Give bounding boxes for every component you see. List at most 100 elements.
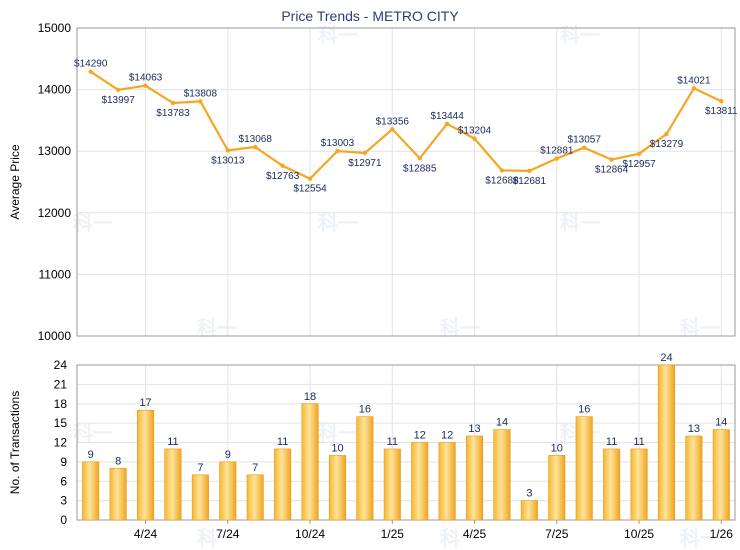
- price-data-label: $12957: [622, 159, 656, 170]
- x-tick-label: 7/24: [216, 527, 240, 541]
- watermark-text: 科一: [318, 23, 358, 47]
- transactions-bar-label: 10: [331, 442, 343, 454]
- transactions-y-tick-label: 3: [60, 494, 67, 508]
- x-tick-label: 7/25: [545, 527, 569, 541]
- watermark-text: 科一: [560, 211, 600, 235]
- transactions-bar: [137, 409, 155, 521]
- watermark-text: 科一: [318, 211, 358, 235]
- price-point: [198, 99, 203, 104]
- price-data-label: $13013: [211, 155, 245, 166]
- price-data-label: $12554: [293, 184, 327, 195]
- transactions-bar-label: 18: [304, 391, 316, 403]
- price-y-tick-label: 15000: [38, 21, 72, 35]
- price-line-panel: 科一科一科一科一科一科一科一科一科一科一科一科一科一科一100001100012…: [8, 21, 738, 550]
- price-y-tick-label: 13000: [38, 144, 72, 158]
- watermark-text: 科一: [318, 421, 358, 445]
- price-point: [225, 148, 230, 153]
- watermark-text: 科一: [680, 526, 720, 550]
- price-data-label: $13444: [430, 111, 464, 122]
- x-tick-label: 10/25: [624, 527, 654, 541]
- price-point: [143, 83, 148, 88]
- price-data-label: $13003: [321, 138, 355, 149]
- price-data-label: $14290: [74, 59, 108, 70]
- chart-title: Price Trends - METRO CITY: [281, 8, 459, 24]
- price-point: [444, 121, 450, 127]
- price-point: [280, 163, 285, 168]
- price-point: [609, 157, 614, 162]
- transactions-y-tick-label: 12: [54, 436, 68, 450]
- transactions-bar-label: 12: [441, 430, 453, 442]
- transactions-bar-label: 12: [414, 430, 426, 442]
- price-data-label: $12681: [513, 176, 547, 187]
- transactions-bar: [493, 429, 511, 521]
- price-point: [362, 150, 368, 156]
- price-data-label: $13783: [156, 108, 190, 119]
- price-data-label: $13997: [101, 95, 135, 106]
- transactions-bar-label: 10: [551, 442, 563, 454]
- transactions-bar: [548, 455, 566, 521]
- top-plot-frame: [76, 27, 736, 337]
- price-point: [170, 100, 176, 106]
- price-point: [636, 151, 642, 157]
- transactions-y-tick-label: 0: [60, 513, 67, 527]
- transactions-y-axis-label: No. of Transactions: [8, 391, 22, 494]
- price-point: [719, 99, 724, 104]
- transactions-bar: [191, 474, 209, 521]
- transactions-y-tick-label: 9: [60, 455, 67, 469]
- transactions-bar-label: 11: [633, 436, 644, 448]
- watermark-text: 科一: [560, 23, 600, 47]
- transactions-bar: [712, 429, 730, 521]
- x-tick-label: 4/24: [134, 527, 158, 541]
- transactions-bar-label: 9: [88, 449, 94, 461]
- transactions-bar: [685, 435, 703, 521]
- transactions-bar-label: 17: [139, 397, 151, 409]
- transactions-bar: [383, 448, 401, 521]
- transactions-bar: [328, 455, 346, 521]
- transactions-bar: [466, 435, 484, 521]
- price-point: [664, 131, 669, 137]
- transactions-bar: [274, 448, 292, 521]
- watermark-text: 科一: [197, 526, 237, 550]
- price-data-label: $12885: [403, 163, 437, 174]
- transactions-bar-label: 11: [167, 436, 178, 448]
- transactions-y-tick-label: 18: [54, 397, 68, 411]
- price-point: [88, 69, 93, 74]
- transactions-bar: [82, 461, 100, 521]
- price-y-tick-label: 11000: [39, 267, 72, 281]
- transactions-bar: [109, 468, 127, 521]
- transactions-bar: [301, 403, 319, 521]
- price-data-label: $13811: [705, 106, 738, 117]
- price-point: [307, 176, 313, 181]
- transactions-bar-label: 13: [688, 423, 700, 435]
- transactions-bar-label: 8: [115, 455, 121, 467]
- transactions-bar-label: 14: [496, 417, 508, 429]
- transactions-bar: [356, 416, 374, 521]
- price-point: [499, 168, 505, 173]
- transactions-bar: [164, 448, 182, 521]
- transactions-bar-label: 9: [225, 449, 231, 461]
- price-data-label: $12688: [485, 175, 519, 186]
- transactions-bar-label: 7: [197, 462, 203, 474]
- price-data-label: $12864: [595, 165, 629, 176]
- transactions-y-tick-label: 21: [54, 377, 68, 391]
- price-point: [253, 144, 258, 150]
- bottom-plot-frame: [76, 364, 736, 521]
- transactions-bar: [575, 416, 593, 521]
- price-y-tick-label: 12000: [38, 206, 72, 220]
- watermark-text: 科一: [73, 211, 113, 235]
- transactions-bar-label: 13: [468, 423, 480, 435]
- x-tick-label: 1/25: [381, 527, 405, 541]
- transactions-y-tick-label: 15: [54, 416, 68, 430]
- price-series-line: [90, 70, 722, 180]
- price-point: [472, 136, 477, 141]
- transactions-bar-label: 24: [660, 352, 672, 364]
- price-y-axis-label: Average Price: [8, 144, 22, 219]
- price-data-label: $13356: [376, 116, 410, 127]
- price-point: [115, 87, 121, 92]
- x-tick-label: 4/25: [463, 527, 487, 541]
- price-data-label: $13279: [650, 139, 684, 150]
- price-point: [527, 168, 532, 174]
- transactions-bar: [246, 474, 264, 521]
